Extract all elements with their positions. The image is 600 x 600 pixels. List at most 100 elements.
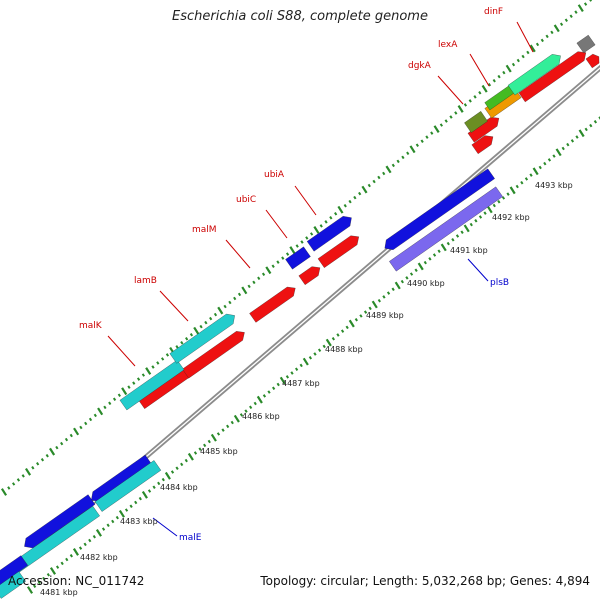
outer-ruler-tick	[433, 125, 440, 133]
cds-mint	[507, 54, 561, 96]
outer-ruler-tick	[385, 165, 392, 174]
outer-ruler-tick	[372, 179, 376, 184]
outer-ruler-tick	[300, 240, 304, 244]
inner-ruler-tick	[55, 565, 60, 569]
outer-ruler-tick	[93, 413, 97, 418]
outer-ruler-tick	[204, 320, 208, 325]
cds-red	[317, 235, 359, 268]
outer-ruler-tick	[233, 296, 237, 301]
outer-ruler-tick	[281, 256, 285, 260]
inner-ruler-tick	[308, 356, 313, 360]
inner-ruler-tick	[400, 279, 404, 284]
outer-ruler-tick	[237, 292, 242, 297]
outer-ruler-tick	[535, 42, 540, 47]
outer-ruler-tick	[497, 74, 501, 79]
gene-label-malE: malE	[179, 533, 202, 543]
cds-cyan	[94, 460, 162, 512]
outer-ruler-tick	[199, 324, 203, 329]
inner-ruler-tick	[345, 325, 349, 330]
inner-ruler-tick	[60, 561, 64, 566]
outer-ruler-tick	[156, 361, 160, 365]
outer-ruler-tick	[136, 377, 141, 381]
inner-ruler-tick	[368, 306, 372, 311]
inner-ruler-tick	[118, 509, 125, 518]
cds-red	[518, 51, 587, 103]
outer-ruler-tick	[97, 407, 104, 416]
outer-ruler-tick	[160, 357, 165, 361]
outer-ruler-tick	[505, 64, 512, 73]
inner-ruler-tick	[294, 367, 299, 371]
outer-ruler-tick	[361, 185, 368, 194]
outer-ruler-tick	[247, 284, 251, 289]
outer-ruler-tick	[121, 387, 128, 396]
ruler-tick-label: 4492 kbp	[492, 213, 530, 222]
inner-ruler-tick	[520, 180, 524, 185]
outer-ruler-tick	[241, 286, 248, 295]
inner-ruler-tick	[524, 177, 529, 181]
outer-ruler-tick	[79, 425, 83, 430]
outer-ruler-tick	[84, 421, 88, 426]
inner-ruler-tick	[111, 519, 115, 524]
inner-ruler-tick	[515, 184, 519, 189]
inner-ruler-tick	[492, 203, 496, 208]
inner-ruler-tick	[584, 127, 588, 132]
outer-ruler-tick	[358, 191, 362, 196]
inner-ruler-tick	[175, 466, 179, 470]
outer-ruler-tick	[377, 175, 381, 180]
outer-ruler-tick	[257, 276, 261, 281]
inner-ruler-tick	[575, 135, 579, 139]
inner-ruler-tick	[161, 477, 165, 482]
inner-ruler-tick	[509, 186, 516, 195]
outer-ruler-tick	[103, 405, 107, 410]
inner-ruler-tick	[26, 586, 34, 594]
ruler-tick-label: 4483 kbp	[120, 517, 158, 526]
outer-ruler-tick	[409, 145, 416, 154]
inner-ruler-tick	[386, 291, 391, 295]
outer-ruler-tick	[401, 155, 405, 160]
inner-ruler-tick	[65, 557, 69, 562]
gene-label-ubiC: ubiC	[236, 195, 256, 205]
outer-ruler-tick	[289, 246, 296, 254]
ruler-tick-label: 4488 kbp	[325, 345, 363, 354]
inner-ruler-tick	[299, 363, 303, 368]
outer-ruler-tick	[132, 381, 136, 385]
outer-ruler-tick	[127, 385, 131, 389]
inner-ruler-tick	[547, 158, 552, 162]
inner-ruler-tick	[210, 433, 217, 442]
ruler-tick-label: 4481 kbp	[40, 588, 78, 597]
outer-ruler-tick	[574, 10, 578, 14]
outer-ruler-tick	[49, 447, 56, 456]
outer-ruler-tick	[337, 205, 344, 214]
outer-ruler-tick	[112, 397, 117, 402]
outer-ruler-tick	[492, 78, 496, 83]
ruler-tick-label: 4482 kbp	[80, 553, 118, 562]
outer-ruler-tick	[305, 236, 309, 240]
outer-ruler-tick	[45, 453, 49, 458]
outer-ruler-tick	[36, 462, 40, 466]
leader-line-lexA	[469, 53, 490, 87]
gene-label-lamB: lamB	[134, 276, 157, 286]
inner-ruler-tick	[322, 344, 326, 349]
gene-label-lexA: lexA	[438, 40, 458, 50]
outer-ruler-tick	[313, 226, 320, 234]
outer-ruler-tick	[391, 163, 395, 168]
inner-ruler-tick	[405, 276, 409, 280]
gene-label-dinF: dinF	[484, 7, 503, 17]
inner-ruler-tick	[446, 241, 450, 246]
outer-ruler-tick	[468, 99, 472, 103]
inner-ruler-tick	[474, 219, 478, 223]
inner-ruler-tick	[325, 338, 332, 347]
outer-ruler-tick	[228, 300, 232, 305]
inner-ruler-tick	[561, 146, 565, 151]
inner-ruler-tick	[141, 490, 148, 499]
outer-ruler-tick	[487, 82, 492, 87]
inner-ruler-tick	[336, 333, 340, 337]
ruler-tick-label: 4486 kbp	[242, 412, 280, 421]
cds-blue	[0, 555, 29, 586]
features	[0, 34, 600, 599]
cds-cyan	[0, 571, 26, 599]
outer-ruler-tick	[529, 44, 536, 53]
inner-ruler-tick	[184, 458, 188, 463]
inner-ruler-tick	[285, 375, 290, 379]
inner-ruler-tick	[226, 424, 230, 429]
